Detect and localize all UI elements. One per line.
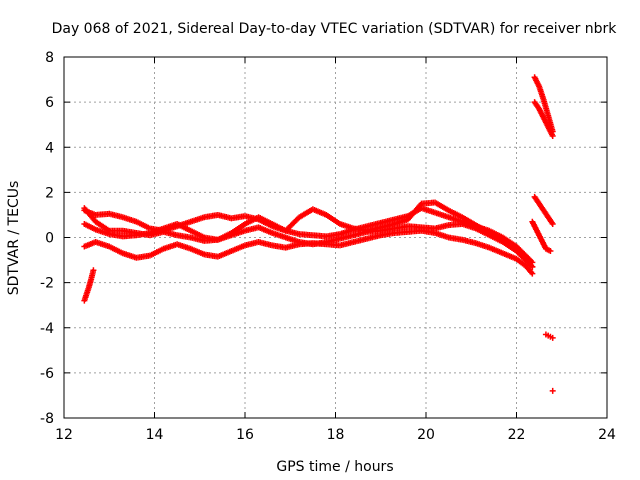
- data-point: [549, 220, 556, 227]
- series-track-3: [81, 205, 536, 270]
- y-tick-label: -2: [40, 276, 54, 292]
- series-track-11: [549, 387, 556, 394]
- y-tick-label: 8: [45, 50, 54, 66]
- series-track-9: [529, 218, 554, 255]
- data-point: [529, 263, 536, 270]
- y-tick-label: -6: [40, 366, 54, 382]
- y-tick-label: 2: [45, 185, 54, 201]
- data-point: [549, 334, 556, 341]
- data-point: [529, 270, 536, 277]
- x-tick-label: 18: [327, 427, 345, 443]
- series-track-7: [531, 99, 556, 139]
- x-tick-label: 12: [55, 427, 73, 443]
- data-point: [90, 267, 97, 274]
- series-track-8: [531, 193, 556, 227]
- chart-title: Day 068 of 2021, Sidereal Day-to-day VTE…: [52, 21, 618, 37]
- series-track-5: [81, 267, 97, 304]
- x-axis-label: GPS time / hours: [276, 459, 393, 475]
- y-tick-label: -4: [40, 321, 54, 337]
- y-tick-label: -8: [40, 411, 54, 427]
- x-tick-label: 22: [508, 427, 526, 443]
- x-tick-label: 14: [146, 427, 164, 443]
- series-track-10: [542, 331, 556, 341]
- data-point: [549, 387, 556, 394]
- y-tick-label: 6: [45, 95, 54, 111]
- x-tick-label: 20: [417, 427, 435, 443]
- y-tick-label: 0: [45, 231, 54, 247]
- series-track-6: [531, 74, 556, 135]
- data-marks: [81, 74, 556, 394]
- y-axis-label: SDTVAR / TECUs: [6, 181, 22, 296]
- x-tick-label: 24: [598, 427, 616, 443]
- x-tick-label: 16: [236, 427, 254, 443]
- y-tick-label: 4: [45, 140, 54, 156]
- data-point: [547, 248, 554, 255]
- series-track-4: [81, 227, 536, 277]
- data-point: [549, 132, 556, 139]
